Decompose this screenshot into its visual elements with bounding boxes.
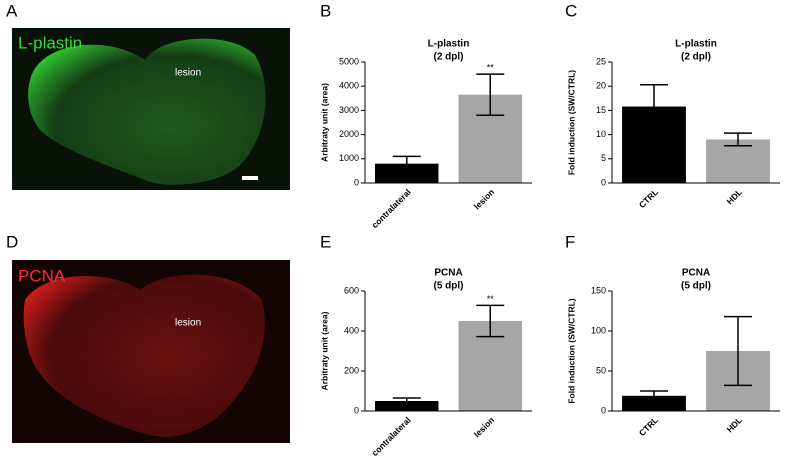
x-tick-label: CTRL bbox=[637, 187, 660, 210]
y-axis-label: Fold induction (SW/CTRL) bbox=[566, 70, 576, 175]
bar bbox=[622, 395, 686, 411]
y-tick-label: 0 bbox=[354, 177, 359, 187]
panel-letter: D bbox=[6, 232, 18, 251]
panel-letter: B bbox=[320, 1, 331, 20]
panel-letter: E bbox=[320, 232, 331, 251]
image-label: PCNA bbox=[18, 266, 66, 285]
x-tick-label: lesion bbox=[472, 415, 496, 439]
x-tick-label: HDL bbox=[725, 187, 744, 206]
y-tick-label: 2000 bbox=[339, 129, 359, 139]
y-tick-label: 150 bbox=[591, 285, 606, 295]
error-bar bbox=[476, 73, 505, 116]
chart-title: PCNA bbox=[682, 268, 710, 279]
y-tick-label: 15 bbox=[596, 105, 606, 115]
error-bar bbox=[476, 304, 505, 338]
image-a bbox=[12, 28, 290, 190]
y-tick-label: 3000 bbox=[339, 105, 359, 115]
scale-bar bbox=[242, 176, 258, 180]
image-d bbox=[12, 260, 290, 443]
chart-subtitle: (2 dpl) bbox=[434, 52, 464, 63]
error-bar bbox=[392, 397, 421, 405]
y-tick-label: 10 bbox=[596, 129, 606, 139]
significance: ** bbox=[487, 294, 495, 304]
chart-subtitle: (2 dpl) bbox=[681, 52, 711, 63]
bar bbox=[375, 401, 439, 411]
image-annotation: lesion bbox=[175, 68, 201, 79]
panel-letter: A bbox=[6, 1, 18, 20]
chart-subtitle: (5 dpl) bbox=[681, 281, 711, 292]
error-bar bbox=[640, 390, 668, 402]
panel-letter: F bbox=[565, 232, 575, 251]
x-tick-label: contralateral bbox=[370, 187, 413, 230]
x-tick-label: contralateral bbox=[370, 415, 413, 458]
x-tick-label: lesion bbox=[472, 187, 496, 211]
error-bar bbox=[392, 155, 421, 172]
y-tick-label: 5000 bbox=[339, 56, 359, 66]
y-tick-label: 600 bbox=[344, 285, 359, 295]
y-tick-label: 50 bbox=[596, 365, 606, 375]
bar bbox=[375, 163, 439, 183]
chart-title: PCNA bbox=[434, 268, 462, 279]
bar bbox=[706, 139, 770, 183]
chart-subtitle: (5 dpl) bbox=[434, 281, 464, 292]
y-tick-label: 5 bbox=[601, 153, 606, 163]
y-tick-label: 0 bbox=[601, 405, 606, 415]
y-tick-label: 1000 bbox=[339, 153, 359, 163]
y-tick-label: 400 bbox=[344, 325, 359, 335]
panel-letter: C bbox=[565, 1, 577, 20]
y-tick-label: 100 bbox=[591, 325, 606, 335]
error-bar bbox=[640, 83, 668, 130]
y-axis-label: Arbitraty unit (area) bbox=[319, 311, 329, 390]
chart-title: L-plastin bbox=[428, 39, 470, 50]
image-label: L-plastin bbox=[18, 33, 82, 52]
tissue bbox=[28, 38, 266, 185]
y-axis-label: Arbitraty unit (area) bbox=[319, 83, 329, 162]
error-bar bbox=[724, 132, 752, 147]
y-tick-label: 200 bbox=[344, 365, 359, 375]
y-tick-label: 25 bbox=[596, 56, 606, 66]
chart-title: L-plastin bbox=[675, 39, 717, 50]
image-annotation: lesion bbox=[175, 318, 201, 329]
y-tick-label: 4000 bbox=[339, 81, 359, 91]
x-tick-label: CTRL bbox=[637, 415, 660, 438]
x-tick-label: HDL bbox=[725, 415, 744, 434]
y-tick-label: 0 bbox=[601, 177, 606, 187]
error-bar bbox=[724, 315, 752, 387]
tissue bbox=[23, 274, 265, 437]
significance: ** bbox=[487, 62, 495, 72]
y-tick-label: 20 bbox=[596, 81, 606, 91]
y-axis-label: Fold induction (SW/CTRL) bbox=[566, 298, 576, 403]
y-tick-label: 0 bbox=[354, 405, 359, 415]
